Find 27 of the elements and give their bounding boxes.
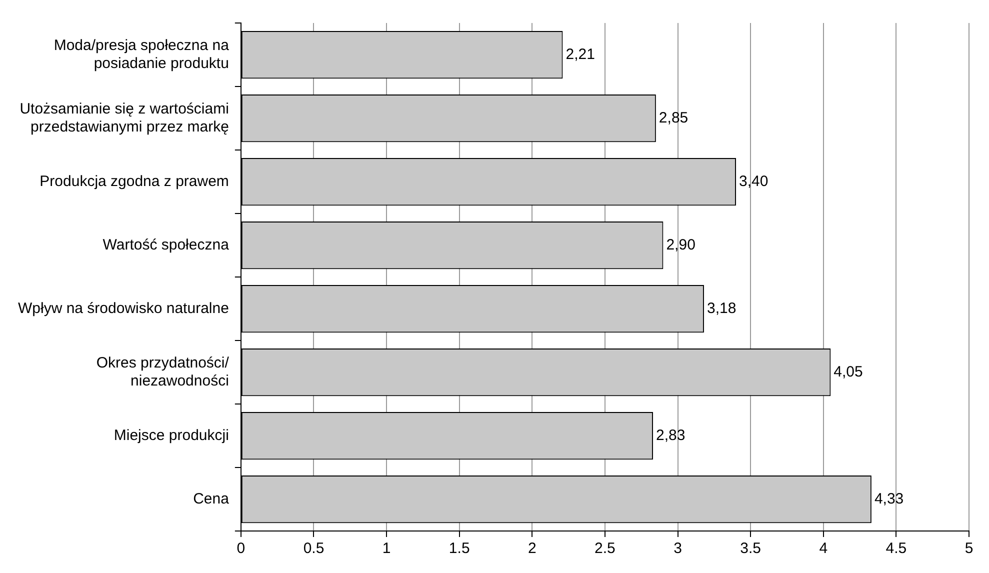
x-tick-label: 0.5: [303, 540, 324, 558]
data-label: 4,33: [874, 490, 904, 508]
x-tick-label: 1: [382, 540, 391, 558]
x-tick-label: 4.5: [886, 540, 907, 558]
y-tick-label: Cena: [193, 490, 230, 508]
x-tick-label: 4: [819, 540, 828, 558]
data-label: 3,18: [706, 300, 736, 317]
data-label: 2,85: [658, 109, 688, 126]
data-label: 3,40: [739, 172, 768, 190]
x-tick-label: 3.5: [740, 540, 762, 558]
y-tick-label: Okres przydatności/ niezawodności: [96, 354, 230, 390]
y-tick-label: Miejsce produkcji: [114, 426, 229, 444]
data-label: 2,21: [566, 46, 595, 63]
x-tick-label: 2.5: [594, 540, 616, 558]
data-label: 2,90: [666, 236, 696, 254]
y-tick-label: Wpływ na środowisko naturalne: [18, 300, 229, 317]
data-label: 4,05: [834, 363, 863, 380]
x-tick-label: 5: [964, 540, 974, 558]
x-tick-label: 0: [236, 540, 246, 558]
x-tick-label: 1.5: [448, 540, 470, 558]
y-tick-label: Produkcja zgodna z prawem: [40, 172, 229, 190]
y-tick-label: Moda/presja społeczna na posiadanie produktu: [54, 36, 230, 72]
data-label: 2,83: [656, 426, 686, 444]
x-tick-label: 3: [674, 540, 682, 558]
x-tick-label: 2: [528, 540, 536, 558]
y-tick-label: Wartość społeczna: [102, 236, 230, 254]
y-tick-label: Utożsamianie się z wartościami przedstawianymi przez markę: [20, 100, 229, 136]
